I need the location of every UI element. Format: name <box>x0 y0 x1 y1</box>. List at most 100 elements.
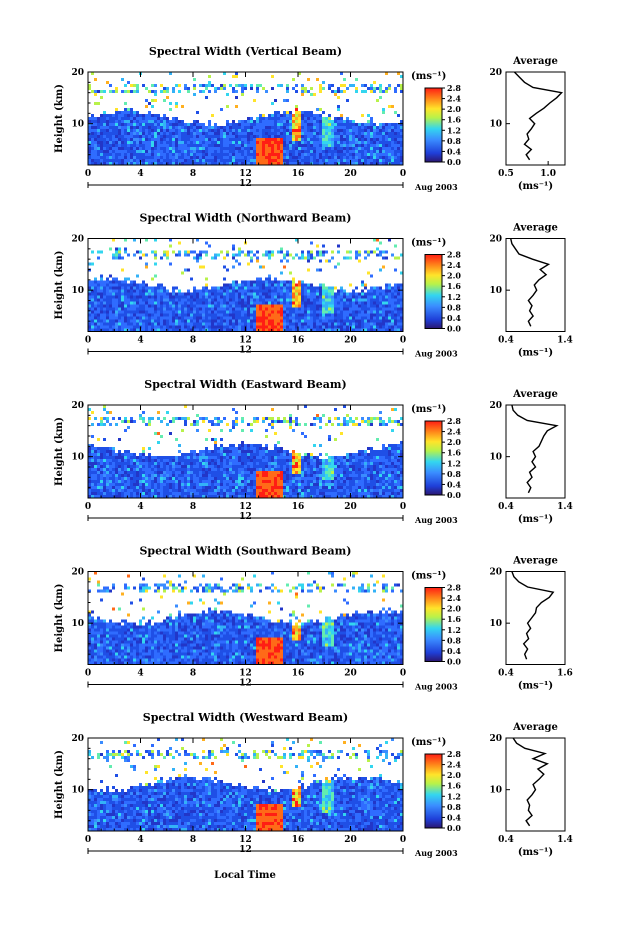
x-tick-label: 0 <box>400 336 406 346</box>
x-tick-label: 8 <box>190 502 196 512</box>
average-x-label: (ms⁻¹) <box>518 348 553 359</box>
y-axis-label: Height (km) <box>54 584 65 653</box>
colorbar-tick-label: 0.8 <box>447 802 461 812</box>
date-mark: 12 <box>239 679 252 689</box>
colorbar-tick-label: 0.0 <box>447 657 461 667</box>
colorbar <box>424 87 443 163</box>
colorbar <box>424 420 443 496</box>
average-x-tick-label: 0.5 <box>498 169 514 179</box>
average-x-tick-label: 0.4 <box>498 835 514 845</box>
average-title: Average <box>512 56 558 67</box>
y-tick-label: 20 <box>71 401 84 411</box>
colorbar-tick-label: 2.4 <box>447 593 461 603</box>
average-x-label: (ms⁻¹) <box>518 514 553 525</box>
x-tick-label: 16 <box>292 169 305 179</box>
x-tick-label: 16 <box>292 502 305 512</box>
colorbar-tick-label: 2.8 <box>447 749 461 759</box>
average-x-tick-label: 1.6 <box>557 669 573 679</box>
average-frame <box>505 404 566 499</box>
colorbar-tick-label: 0.4 <box>447 812 461 822</box>
x-tick-label: 12 <box>239 502 252 512</box>
x-tick-label: 12 <box>239 169 252 179</box>
colorbar-tick-label: 0.4 <box>447 146 461 156</box>
average-profile-line <box>511 571 555 660</box>
y-tick-label: 20 <box>71 235 84 245</box>
average-y-tick-label: 20 <box>489 401 502 411</box>
colorbar-tick-label: 1.6 <box>447 281 461 291</box>
y-axis-label: Height (km) <box>54 251 65 320</box>
average-frame <box>505 737 566 832</box>
date-mark: 12 <box>239 179 252 189</box>
colorbar-tick-label: 2.8 <box>447 250 461 260</box>
average-y-tick-label: 20 <box>489 734 502 744</box>
x-tick-label: 20 <box>344 669 357 679</box>
x-tick-label: 4 <box>137 669 143 679</box>
colorbar-tick-label: 1.2 <box>447 625 461 635</box>
panel-4: Spectral Width (Southward Beam) 0 4 8 12 16 20… <box>54 545 573 692</box>
x-tick-label: 20 <box>344 336 357 346</box>
y-tick-label: 20 <box>71 734 84 744</box>
y-tick-label: 10 <box>71 453 84 463</box>
average-x-tick-label: 0.4 <box>498 336 514 346</box>
colorbar-tick-label: 0.4 <box>447 479 461 489</box>
heatmap-cells <box>88 72 403 165</box>
colorbar-tick-label: 1.2 <box>447 791 461 801</box>
date-label: Aug 2003 <box>414 682 458 692</box>
average-y-tick-label: 20 <box>489 68 502 78</box>
heatmap-cells <box>88 405 403 498</box>
colorbar <box>424 254 443 329</box>
x-tick-label: 4 <box>137 169 143 179</box>
average-title: Average <box>512 389 558 400</box>
average-y-tick-label: 20 <box>489 235 502 245</box>
date-mark: 12 <box>239 512 252 522</box>
average-y-tick-label: 10 <box>489 786 502 796</box>
colorbar-tick-label: 1.6 <box>447 115 461 125</box>
colorbar-unit: (ms⁻¹) <box>411 571 446 582</box>
colorbar-tick-label: 0.8 <box>447 302 461 312</box>
colorbar-tick-label: 2.0 <box>447 437 461 447</box>
average-x-tick-label: 0.4 <box>498 502 514 512</box>
average-frame <box>505 571 566 665</box>
colorbar-tick-label: 0.0 <box>447 324 461 334</box>
colorbar-unit: (ms⁻¹) <box>411 71 446 82</box>
colorbar <box>424 753 443 829</box>
y-axis-label: Height (km) <box>54 750 65 819</box>
x-tick-label: 0 <box>400 502 406 512</box>
colorbar-tick-label: 0.8 <box>447 136 461 146</box>
date-label: Aug 2003 <box>414 515 458 525</box>
average-y-tick-label: 10 <box>489 619 502 629</box>
x-tick-label: 8 <box>190 169 196 179</box>
colorbar-tick-label: 1.6 <box>447 448 461 458</box>
colorbar-tick-label: 0.8 <box>447 469 461 479</box>
average-title: Average <box>512 556 558 567</box>
colorbar-unit: (ms⁻¹) <box>411 737 446 748</box>
date-label: Aug 2003 <box>414 848 458 858</box>
average-y-tick-label: 10 <box>489 120 502 130</box>
x-tick-label: 20 <box>344 502 357 512</box>
date-label: Aug 2003 <box>414 349 458 359</box>
panel-5: Spectral Width (Westward Beam) 0 4 8 12 16 20 0… <box>54 711 573 858</box>
x-tick-label: 0 <box>85 336 91 346</box>
date-label: Aug 2003 <box>414 182 458 192</box>
y-axis-label: Height (km) <box>54 84 65 153</box>
colorbar-tick-label: 0.4 <box>447 313 461 323</box>
average-x-tick-label: 1.4 <box>557 502 573 512</box>
x-tick-label: 0 <box>85 835 91 845</box>
colorbar-tick-label: 2.0 <box>447 770 461 780</box>
panel-2: Spectral Width (Northward Beam) 0 4 8 12 16 20… <box>54 212 573 359</box>
x-tick-label: 4 <box>137 835 143 845</box>
date-mark: 12 <box>239 845 252 855</box>
x-tick-label: 0 <box>400 169 406 179</box>
average-frame <box>505 238 566 332</box>
colorbar-tick-label: 0.0 <box>447 490 461 500</box>
colorbar-tick-label: 0.0 <box>447 157 461 167</box>
x-tick-label: 4 <box>137 336 143 346</box>
y-tick-label: 10 <box>71 120 84 130</box>
colorbar-tick-label: 2.4 <box>447 760 461 770</box>
y-tick-label: 10 <box>71 786 84 796</box>
x-tick-label: 0 <box>85 502 91 512</box>
x-tick-label: 8 <box>190 835 196 845</box>
average-profile-line <box>511 404 559 494</box>
colorbar-tick-label: 0.4 <box>447 646 461 656</box>
colorbar-tick-label: 1.2 <box>447 125 461 135</box>
